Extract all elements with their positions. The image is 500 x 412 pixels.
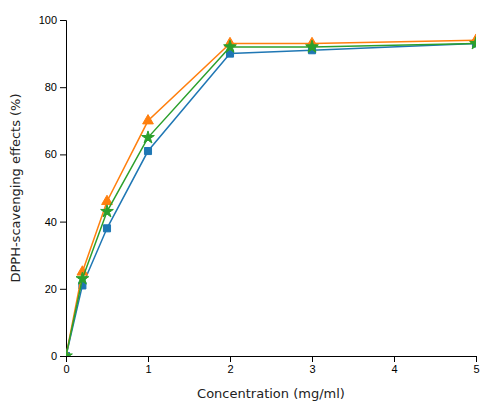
- tick-mark: [148, 356, 149, 362]
- x-axis: 0 1 2 3 4 5: [63, 356, 479, 375]
- tick: 40: [45, 216, 66, 228]
- tick: 20: [45, 283, 66, 295]
- tick: 4: [391, 356, 397, 375]
- series-line: [66, 44, 476, 356]
- tick-label: 80: [45, 81, 57, 93]
- tick-label: 4: [391, 363, 397, 375]
- tick-mark: [60, 222, 66, 223]
- series-line: [66, 40, 476, 356]
- marker: [470, 37, 476, 49]
- series-line: [66, 44, 476, 356]
- tick-mark: [60, 289, 66, 290]
- chart: 0 1 2 3 4 5 0 20 40 60 80 100 Concentration (mg/ml) D…: [0, 0, 500, 412]
- tick: 0: [63, 356, 69, 375]
- tick-label: 1: [145, 363, 151, 375]
- tick: 60: [45, 148, 66, 160]
- tick: 3: [309, 356, 315, 375]
- marker: [101, 205, 114, 217]
- tick-mark: [394, 356, 395, 362]
- tick-label: 0: [51, 350, 57, 362]
- tick-mark: [60, 356, 66, 357]
- tick-mark: [60, 20, 66, 21]
- tick-label: 100: [39, 14, 57, 26]
- marker: [103, 225, 110, 232]
- tick-mark: [230, 356, 231, 362]
- tick-label: 60: [45, 148, 57, 160]
- marker: [142, 131, 155, 143]
- tick-label: 3: [309, 363, 315, 375]
- marker: [76, 272, 89, 284]
- tick-mark: [60, 154, 66, 155]
- tick-label: 20: [45, 283, 57, 295]
- plot: 0 1 2 3 4 5 0 20 40 60 80 100 Concentration (mg/ml) D…: [8, 14, 482, 401]
- marker: [144, 148, 151, 155]
- tick: 100: [39, 14, 66, 26]
- tick-label: 0: [63, 363, 69, 375]
- tick-label: 5: [473, 363, 479, 375]
- tick: 80: [45, 81, 66, 93]
- tick-mark: [476, 356, 477, 362]
- marker: [224, 40, 237, 52]
- axis-line: [60, 21, 67, 357]
- marker: [143, 115, 154, 124]
- tick: 0: [51, 350, 66, 362]
- tick-label: 40: [45, 216, 57, 228]
- series-group: [66, 34, 476, 356]
- tick: 5: [473, 356, 479, 375]
- y-axis: 0 20 40 60 80 100: [39, 14, 67, 362]
- tick-label: 2: [227, 363, 233, 375]
- axis-line: [67, 357, 477, 363]
- marker: [102, 195, 113, 204]
- tick-mark: [312, 356, 313, 362]
- x-axis-title: Concentration (mg/ml): [197, 386, 345, 401]
- y-axis-title: DPPH-scavenging effects (%): [8, 93, 23, 282]
- marker: [306, 40, 319, 52]
- tick: 2: [227, 356, 233, 375]
- tick: 1: [145, 356, 151, 375]
- tick-mark: [60, 87, 66, 88]
- marker: [66, 349, 72, 356]
